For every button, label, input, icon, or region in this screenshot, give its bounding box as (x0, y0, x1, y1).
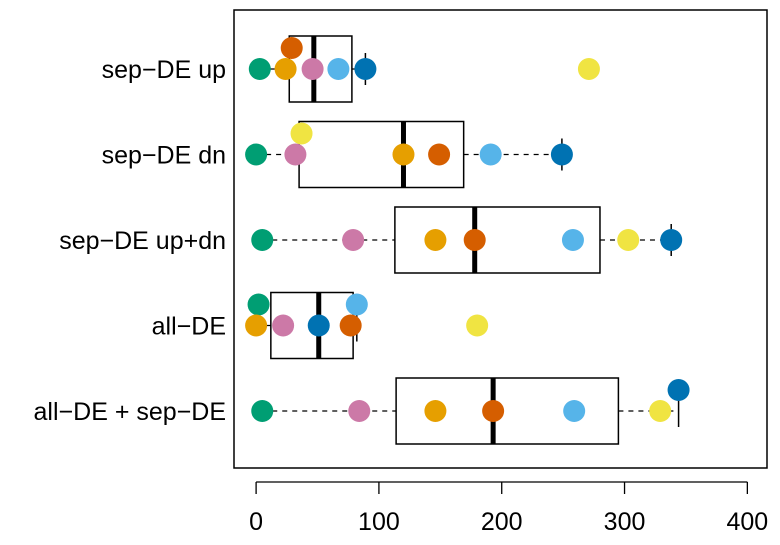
data-point (428, 143, 451, 166)
data-point (284, 143, 307, 166)
data-point (339, 314, 362, 337)
data-point (248, 58, 271, 80)
data-point (245, 143, 268, 166)
data-point (301, 58, 324, 80)
data-point (274, 58, 297, 80)
data-point (667, 379, 690, 401)
data-point (345, 293, 368, 316)
data-point (354, 58, 377, 80)
data-point (251, 229, 274, 251)
data-point (463, 229, 486, 251)
data-point (563, 400, 586, 422)
category-label: sep−DE dn (102, 142, 226, 170)
data-point (272, 314, 295, 337)
data-point (290, 122, 313, 145)
category-label: all−DE (152, 313, 226, 341)
data-point (348, 400, 371, 422)
category-labels: sep−DE up sep−DE dn sep−DE up+dn all−DE all−… (34, 56, 226, 426)
x-tick-label: 0 (249, 508, 263, 536)
x-tick-label: 200 (481, 508, 523, 536)
data-point (550, 143, 573, 166)
data-point (577, 58, 600, 80)
category-label: all−DE + sep−DE (34, 398, 226, 426)
data-point (307, 314, 330, 337)
data-point (660, 229, 683, 251)
data-point (280, 37, 303, 59)
data-point (649, 400, 672, 422)
x-tick-label: 100 (358, 508, 400, 536)
data-point (247, 293, 270, 316)
x-axis: 0 100 200 300 400 (249, 481, 768, 536)
data-point (561, 229, 584, 251)
x-tick-label: 400 (726, 508, 768, 536)
category-label: sep−DE up (102, 56, 226, 84)
x-tick-label: 300 (604, 508, 646, 536)
data-point (424, 229, 447, 251)
data-point (251, 400, 274, 422)
data-point (342, 229, 365, 251)
data-point (245, 314, 268, 337)
data-point (617, 229, 640, 251)
data-point (327, 58, 350, 80)
data-point (479, 143, 502, 166)
data-point (392, 143, 415, 166)
plot-frame (233, 9, 768, 469)
points-layer (245, 37, 690, 422)
data-point (466, 314, 489, 337)
data-point (424, 400, 447, 422)
category-label: sep−DE up+dn (59, 227, 226, 255)
data-point (482, 400, 505, 422)
